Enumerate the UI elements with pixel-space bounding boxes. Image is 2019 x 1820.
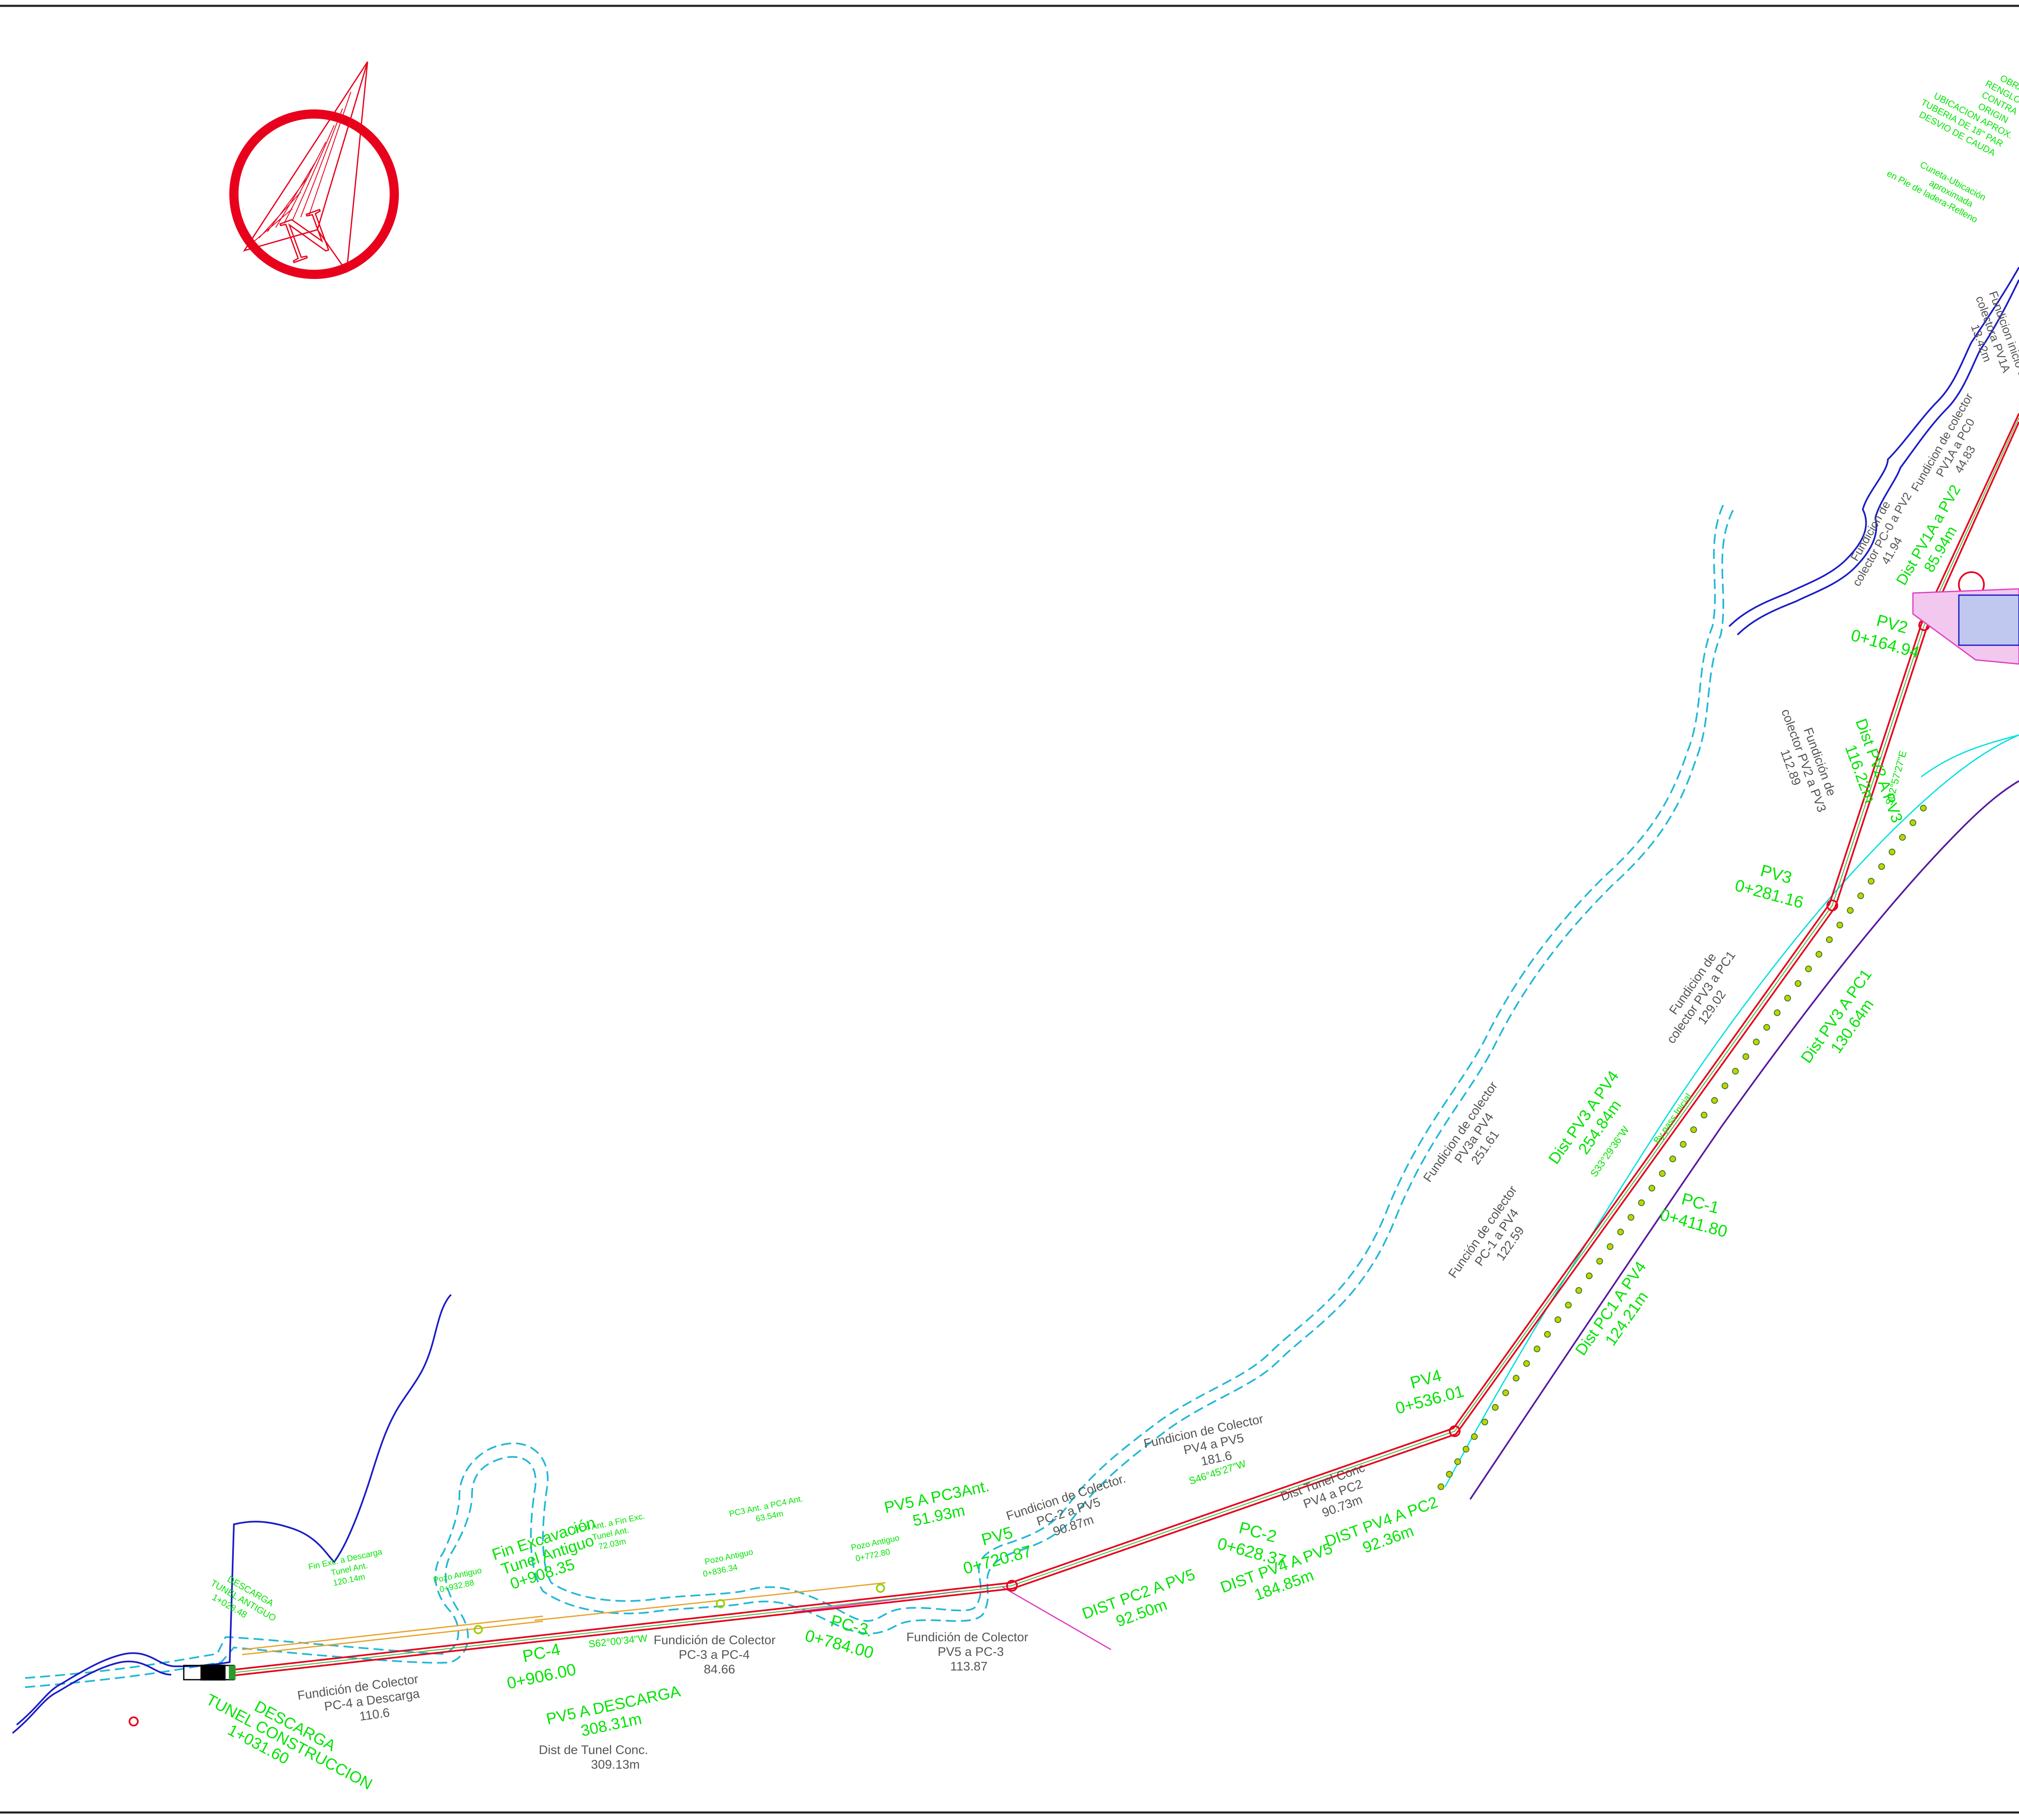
purple-boundary	[1469, 780, 2019, 1500]
hatched-area	[1912, 588, 2019, 665]
river-banks-cyan	[25, 501, 1734, 1688]
discharge-structure	[183, 1665, 236, 1681]
small-label-6a: Pozo Antiguo	[850, 1534, 900, 1553]
fc-pv5-line1: Fundición de Colector	[906, 1630, 1028, 1644]
fc-pv5-line3: 113.87	[950, 1660, 988, 1673]
old-tunnel-orange	[242, 1582, 886, 1655]
tunel-conc-line2: 309.13m	[591, 1758, 640, 1772]
fc-pc3-line3: 84.66	[704, 1663, 735, 1676]
fc-pc3-line2: PC-3 a PC-4	[679, 1648, 750, 1662]
fc-pv5-line2: PV5 a PC-3	[938, 1645, 1004, 1659]
bypass-label: By pass Inicial	[1651, 1091, 1694, 1146]
tunel-conc-line1: Dist de Tunel Conc.	[539, 1743, 648, 1757]
old-wells	[474, 1584, 885, 1634]
small-label-4a: Pozo Antiguo	[704, 1547, 754, 1567]
north-arrow-icon: N	[229, 61, 399, 279]
collector-center-line	[233, 417, 2019, 1673]
station-pc4-chainage: 0+906.00	[505, 1660, 578, 1693]
fc-pc3-line1: Fundición de Colector	[654, 1633, 776, 1647]
terrain-lines-cyan	[1444, 734, 2019, 1487]
bypass-dots	[1438, 805, 1927, 1490]
station-pv5-name: PV5	[979, 1523, 1015, 1549]
station-pc4-name: PC-4	[521, 1640, 562, 1666]
collector-line	[233, 413, 2019, 1676]
terrain-outline-blue	[12, 267, 2019, 1734]
